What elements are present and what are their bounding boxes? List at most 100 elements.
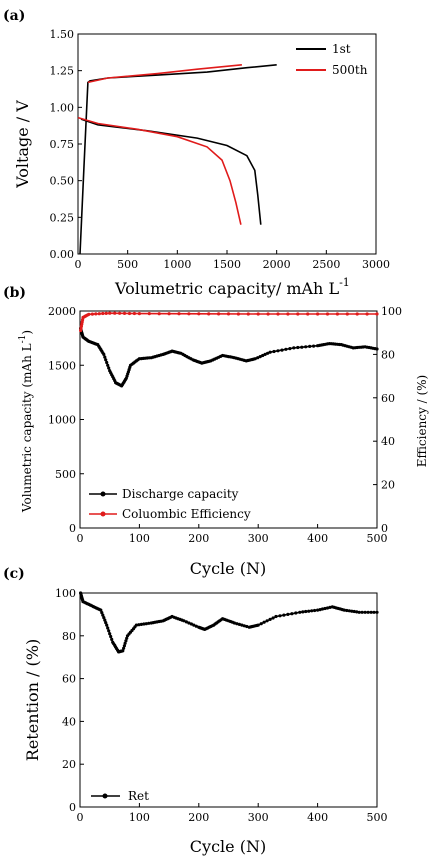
discharge-capacity-point: [107, 366, 111, 370]
retention-point: [105, 623, 109, 627]
panel-c-legend: Ret: [91, 789, 149, 803]
panel-a-y-ticks: 0.00 0.25 0.50 0.75 1.00 1.25 1.50: [50, 28, 82, 261]
retention-point: [134, 623, 138, 627]
panel-b-x-ticks: 0 100 200 300 400 500: [77, 524, 388, 545]
series-1st-charge-line: [79, 64, 277, 255]
efficiency-point: [316, 312, 320, 316]
discharge-capacity-point: [276, 349, 280, 353]
panel-b-y-label-main: Volumetric capacity (mAh L: [20, 343, 34, 513]
panel-b-y-label: Volumetric capacity (mAh L-1): [18, 330, 34, 513]
retention-point: [103, 618, 107, 622]
series-500th-charge-line: [87, 64, 242, 84]
efficiency-point: [256, 312, 260, 316]
retention-point: [310, 609, 314, 613]
retention-point: [194, 624, 198, 628]
discharge-capacity-point: [300, 345, 304, 349]
efficiency-point: [90, 312, 94, 316]
discharge-capacity-point: [105, 360, 109, 365]
retention-point: [242, 624, 246, 628]
legend-ret-label: Ret: [128, 789, 149, 803]
y-tick-label: 1000: [48, 414, 76, 427]
x-tick-label: 100: [129, 532, 150, 545]
efficiency-point: [97, 312, 101, 316]
panel-a-x-label: Volumetric capacity/ mAh L-1: [114, 276, 350, 298]
panel-c-y-ticks: 0 20 40 60 80 100: [55, 587, 84, 814]
retention-point: [342, 608, 346, 612]
efficiency-line: [79, 312, 377, 331]
efficiency-point: [375, 312, 379, 316]
panel-a-x-label-main: Volumetric capacity/ mAh L: [114, 279, 339, 298]
discharge-capacity-point: [104, 358, 108, 362]
retention-point: [237, 622, 241, 627]
retention-point: [110, 637, 114, 642]
retention-point: [147, 621, 151, 625]
retention-point: [100, 611, 104, 615]
discharge-capacity-point: [261, 353, 265, 358]
retention-point: [109, 634, 113, 639]
x-tick-label: 100: [129, 811, 150, 824]
retention-point: [121, 649, 125, 653]
retention-point: [108, 632, 112, 636]
x-tick-label: 200: [188, 811, 209, 824]
efficiency-point: [87, 312, 91, 316]
retention-point: [182, 619, 186, 623]
x-tick-label: 400: [307, 811, 328, 824]
retention-point: [282, 613, 286, 617]
efficiency-point: [167, 312, 171, 316]
y-tick-label: 2000: [48, 305, 76, 318]
panel-a-x-label-sup: -1: [339, 276, 350, 289]
y-tick-label: 1.25: [50, 65, 75, 78]
efficiency-point: [296, 312, 300, 316]
discharge-capacity-point: [102, 352, 106, 356]
retention-point: [144, 622, 148, 626]
discharge-capacity-point: [256, 356, 260, 360]
retention-point: [259, 622, 263, 626]
retention-point: [268, 617, 272, 622]
y-tick-label: 0: [69, 801, 76, 814]
discharge-capacity-point: [284, 347, 288, 351]
x-tick-label: 300: [248, 811, 269, 824]
x-tick-label: 1500: [213, 258, 241, 271]
x-tick-label: 1000: [163, 258, 191, 271]
efficiency-point: [197, 312, 201, 316]
efficiency-point: [147, 312, 151, 316]
efficiency-point: [127, 311, 132, 316]
retention-point: [320, 607, 325, 611]
discharge-capacity-point: [258, 355, 262, 359]
retention-point: [347, 609, 351, 613]
y-tick-label: 1.00: [50, 101, 75, 114]
discharge-capacity-point: [272, 349, 276, 354]
y-tick-label: 0.50: [50, 175, 75, 188]
y2-tick-label: 100: [381, 305, 402, 318]
retention-point: [298, 610, 302, 614]
x-tick-label: 500: [117, 258, 138, 271]
retention-point: [104, 621, 108, 625]
x-tick-label: 0: [75, 258, 82, 271]
retention-point: [189, 622, 193, 626]
y-tick-label: 0: [69, 522, 76, 535]
x-tick-label: 500: [367, 532, 388, 545]
retention-point: [328, 605, 332, 610]
discharge-capacity-point: [304, 345, 308, 349]
efficiency-point: [226, 312, 231, 316]
efficiency-point: [325, 312, 330, 316]
efficiency-point: [217, 312, 221, 316]
efficiency-point: [118, 311, 122, 315]
discharge-capacity-point: [280, 348, 284, 352]
y-tick-label: 0.25: [50, 211, 75, 224]
efficiency-point: [286, 312, 290, 316]
panel-b-y2-ticks: 0 20 40 60 80 100: [373, 305, 402, 535]
retention-point: [256, 623, 260, 627]
discharge-capacity-point: [375, 347, 379, 351]
discharge-capacity-point: [268, 350, 272, 354]
discharge-capacity-point: [106, 363, 110, 367]
panel-c-label: (c): [3, 566, 25, 582]
legend-efficiency-label: Coluombic Efficiency: [122, 507, 251, 521]
retention-point: [124, 639, 128, 643]
efficiency-point: [101, 311, 105, 316]
retention-point: [274, 614, 278, 619]
efficiency-point: [94, 312, 98, 316]
panel-a: (a) 0 500 1000 1500 2000 2500 3000 0.00 0.25 0.5…: [3, 8, 390, 298]
panel-c-x-ticks: 0 100 200 300 400 500: [77, 803, 388, 824]
